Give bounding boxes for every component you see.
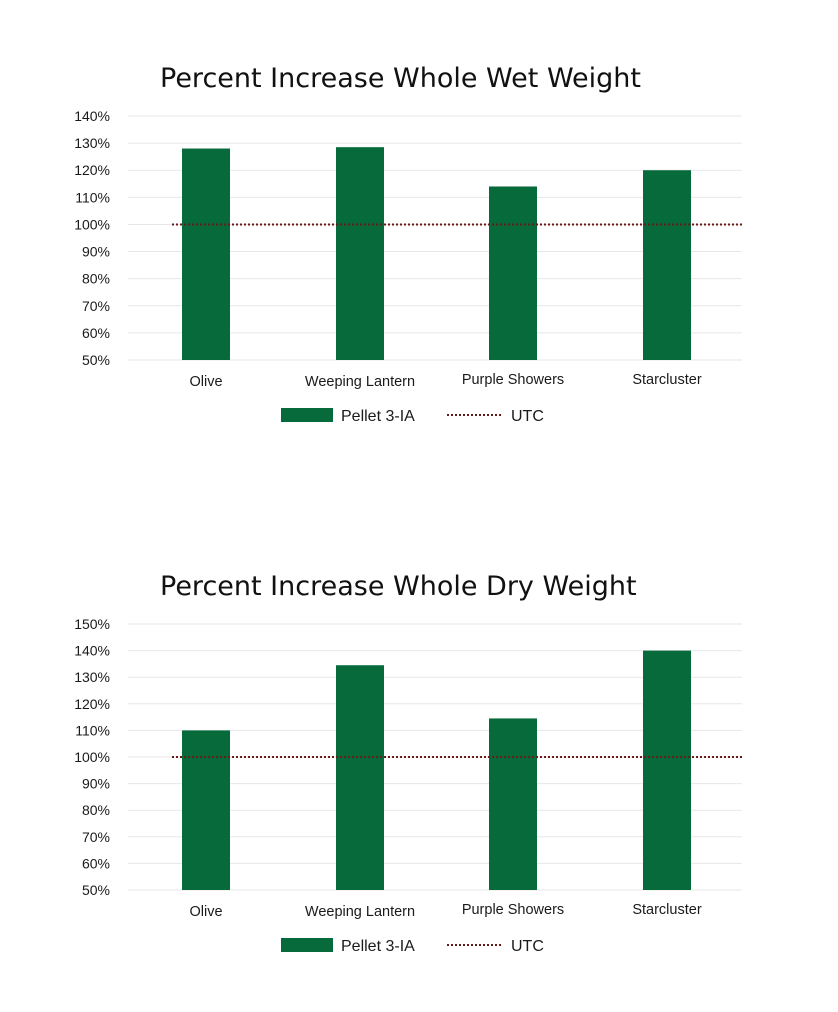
y-tick-label: 140% <box>74 108 110 124</box>
legend-label: UTC <box>511 408 544 425</box>
y-tick-label: 50% <box>82 352 110 368</box>
legend-swatch-bar <box>281 408 333 422</box>
y-tick-label: 70% <box>82 829 110 845</box>
y-tick-label: 110% <box>75 722 110 738</box>
bar <box>336 147 384 360</box>
y-tick-label: 60% <box>82 855 110 871</box>
legend-label: UTC <box>511 938 544 955</box>
bar <box>489 718 537 890</box>
legend-swatch-bar <box>281 938 333 952</box>
legend-label: Pellet 3-IA <box>341 938 415 955</box>
y-tick-label: 120% <box>74 696 110 712</box>
y-tick-label: 80% <box>82 802 110 818</box>
y-tick-label: 60% <box>82 325 110 341</box>
x-tick-label: Weeping Lantern <box>305 904 415 920</box>
y-tick-label: 130% <box>74 669 110 685</box>
bar <box>643 650 691 890</box>
chart-title: Percent Increase Whole Wet Weight <box>160 63 641 94</box>
dry-weight-chart: Percent Increase Whole Dry Weight 50% 60% 7… <box>74 571 742 955</box>
y-tick-label: 50% <box>82 882 110 898</box>
y-tick-label: 90% <box>82 776 110 792</box>
wet-weight-chart: Percent Increase Whole Wet Weight 50% 60% 7… <box>74 63 742 425</box>
x-tick-label: Starcluster <box>632 372 701 388</box>
chart-title: Percent Increase Whole Dry Weight <box>160 571 637 602</box>
y-tick-label: 130% <box>74 135 110 151</box>
x-tick-label: Purple Showers <box>462 372 564 388</box>
bar <box>336 665 384 890</box>
bar <box>182 730 230 890</box>
y-tick-label: 80% <box>82 271 110 287</box>
y-tick-label: 90% <box>82 244 110 260</box>
y-tick-label: 150% <box>74 616 110 632</box>
bar <box>182 148 230 360</box>
y-tick-label: 70% <box>82 298 110 314</box>
y-tick-label: 120% <box>74 162 110 178</box>
y-tick-label: 100% <box>74 749 110 765</box>
bar <box>643 170 691 360</box>
bar <box>489 186 537 360</box>
x-tick-label: Purple Showers <box>462 902 564 918</box>
y-tick-label: 100% <box>74 216 110 232</box>
legend-label: Pellet 3-IA <box>341 408 415 425</box>
x-tick-label: Weeping Lantern <box>305 374 415 390</box>
x-tick-label: Olive <box>189 904 222 920</box>
x-tick-label: Olive <box>189 374 222 390</box>
y-tick-label: 110% <box>75 189 110 205</box>
x-tick-label: Starcluster <box>632 902 701 918</box>
y-tick-label: 140% <box>74 643 110 659</box>
